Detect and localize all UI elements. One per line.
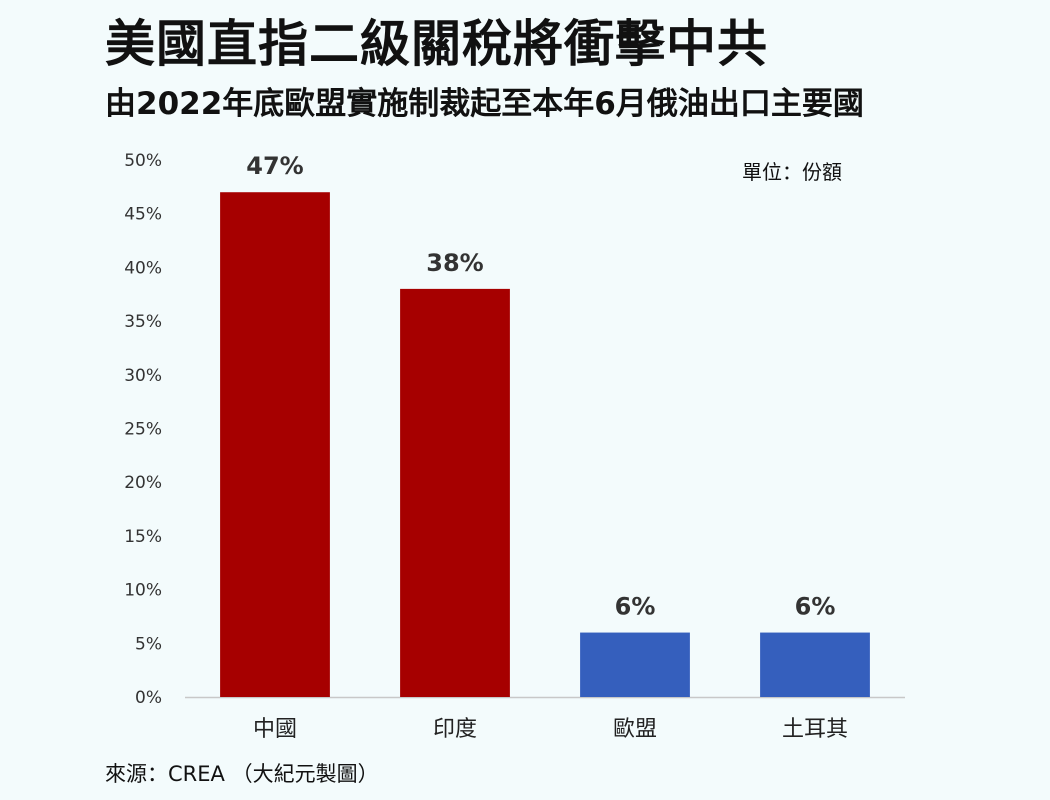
source-note: 來源：CREA （大紀元製圖）	[105, 762, 379, 786]
y-tick-label: 10%	[124, 581, 162, 601]
data-label: 38%	[426, 249, 483, 277]
y-tick-label: 0%	[135, 688, 162, 708]
y-tick-label: 25%	[124, 420, 162, 440]
data-label: 6%	[615, 593, 656, 621]
y-tick-label: 30%	[124, 366, 162, 386]
bar-1	[400, 288, 510, 697]
category-label: 土耳其	[782, 717, 848, 742]
bar-2	[580, 632, 690, 697]
y-tick-label: 40%	[124, 258, 162, 278]
bar-0	[220, 192, 330, 697]
bar-3	[760, 632, 870, 697]
y-tick-label: 20%	[124, 473, 162, 493]
chart-title: 美國直指二級關稅將衝擊中共	[105, 15, 768, 73]
y-tick-label: 50%	[124, 151, 162, 171]
category-label: 印度	[433, 717, 477, 742]
category-label: 歐盟	[613, 717, 657, 742]
y-tick-label: 35%	[124, 312, 162, 332]
data-label: 6%	[795, 593, 836, 621]
y-tick-label: 15%	[124, 527, 162, 547]
y-tick-label: 5%	[135, 634, 162, 654]
unit-note: 單位：份額	[742, 160, 842, 184]
y-tick-label: 45%	[124, 205, 162, 225]
category-label: 中國	[253, 717, 297, 742]
chart-subtitle: 由2022年底歐盟實施制裁起至本年6月俄油出口主要國	[105, 86, 864, 122]
data-label: 47%	[246, 152, 303, 180]
